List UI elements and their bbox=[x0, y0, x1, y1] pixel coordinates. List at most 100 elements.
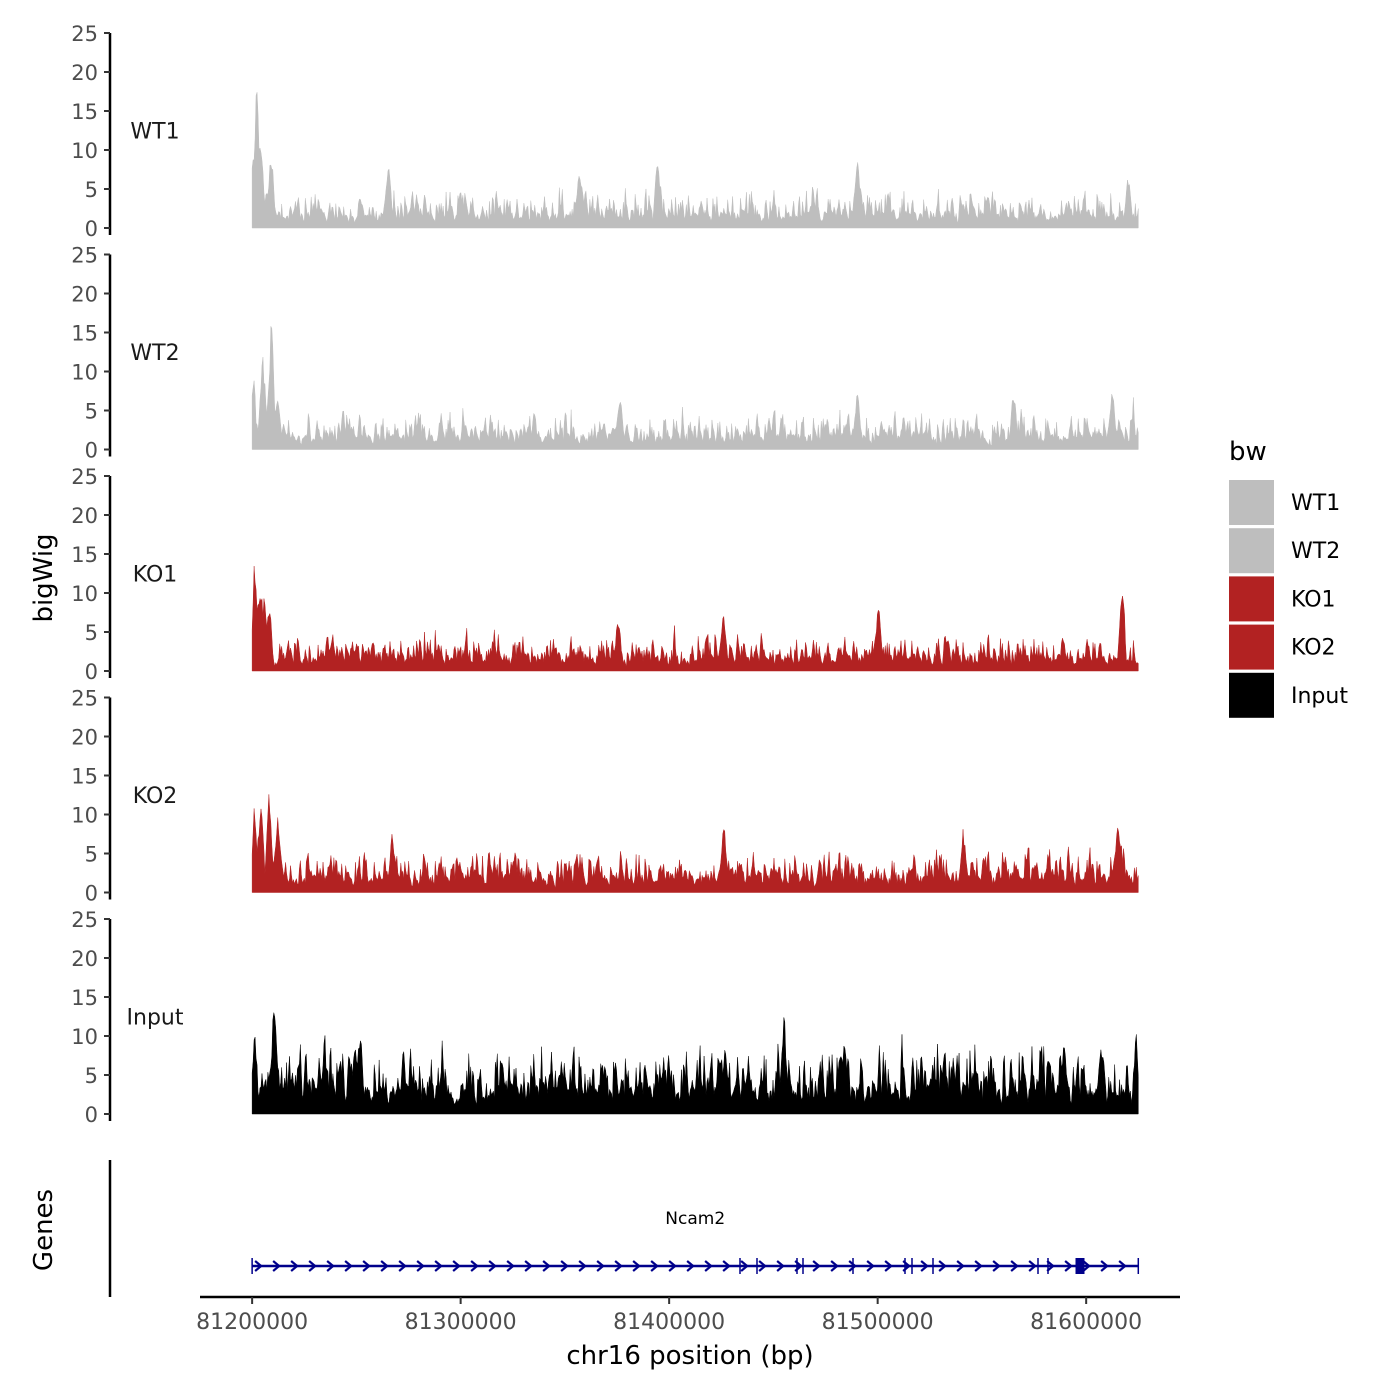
legend-swatch bbox=[1229, 480, 1274, 525]
legend-label: KO1 bbox=[1291, 587, 1336, 612]
strand-arrow bbox=[722, 1260, 731, 1272]
legend-item-ko1: KO1 bbox=[1229, 576, 1336, 622]
track-ko1: 0 5 10 15 20 25 KO1 bbox=[71, 465, 1139, 684]
track-wt2: 0 5 10 15 20 25 WT2 bbox=[71, 244, 1139, 463]
y-tick-label: 10 bbox=[71, 582, 98, 606]
strand-arrow bbox=[506, 1260, 515, 1272]
coverage-area-ko2 bbox=[251, 794, 1139, 893]
y-tick-label: 0 bbox=[85, 660, 98, 684]
strand-arrow bbox=[956, 1260, 965, 1272]
strand-arrow bbox=[380, 1260, 389, 1272]
y-tick-label: 10 bbox=[71, 1025, 98, 1049]
strand-arrow bbox=[740, 1260, 749, 1272]
strand-arrow bbox=[650, 1260, 659, 1272]
gene-ncam2: Ncam2 bbox=[251, 1209, 1140, 1274]
y-tick-label: 5 bbox=[85, 1064, 98, 1088]
track-wt1: 0 5 10 15 20 25 WT1 bbox=[71, 22, 1139, 241]
strand-arrow bbox=[776, 1260, 785, 1272]
strand-arrow bbox=[398, 1260, 407, 1272]
track-label: WT1 bbox=[130, 120, 179, 145]
strand-arrow bbox=[272, 1260, 281, 1272]
y-tick-label: 0 bbox=[85, 439, 98, 463]
legend-label: KO2 bbox=[1291, 636, 1336, 661]
y-tick-label: 15 bbox=[71, 543, 98, 567]
legend-swatch bbox=[1229, 624, 1274, 670]
y-tick-label: 15 bbox=[71, 765, 98, 789]
strand-arrow bbox=[974, 1260, 983, 1272]
strand-arrow bbox=[668, 1260, 677, 1272]
x-tick-label: 81600000 bbox=[1030, 1310, 1142, 1335]
strand-arrow bbox=[488, 1260, 497, 1272]
strand-arrow bbox=[362, 1260, 371, 1272]
legend-item-wt1: WT1 bbox=[1229, 480, 1340, 525]
legend-label: WT1 bbox=[1291, 491, 1340, 516]
strand-arrow bbox=[452, 1260, 461, 1272]
gene-label: Ncam2 bbox=[665, 1209, 725, 1229]
strand-arrow bbox=[254, 1260, 263, 1272]
track-label: KO1 bbox=[133, 563, 178, 588]
y-axis-title: bigWig bbox=[29, 533, 59, 622]
coverage-area-ko1 bbox=[251, 566, 1139, 672]
coverage-area-wt1 bbox=[251, 92, 1139, 229]
x-axis: 81200000 81300000 81400000 81500000 81600000 bbox=[196, 1295, 1180, 1335]
legend-title: bw bbox=[1229, 437, 1267, 467]
x-axis-title: chr16 position (bp) bbox=[566, 1341, 813, 1371]
strand-arrow bbox=[758, 1260, 767, 1272]
strand-arrow bbox=[560, 1260, 569, 1272]
strand-arrow bbox=[308, 1260, 317, 1272]
strand-arrow bbox=[614, 1260, 623, 1272]
y-tick-label: 10 bbox=[71, 804, 98, 828]
strand-arrow bbox=[848, 1260, 857, 1272]
y-tick-label: 20 bbox=[71, 283, 98, 307]
genes-track-title: Genes bbox=[29, 1189, 59, 1271]
strand-arrow bbox=[326, 1260, 335, 1272]
legend-label: Input bbox=[1291, 684, 1348, 709]
strand-arrow bbox=[920, 1260, 929, 1272]
y-tick-label: 0 bbox=[85, 217, 98, 241]
strand-arrow bbox=[830, 1260, 839, 1272]
y-tick-label: 20 bbox=[71, 726, 98, 750]
strand-arrow bbox=[1118, 1260, 1127, 1272]
x-tick-label: 81400000 bbox=[613, 1310, 725, 1335]
strand-arrow bbox=[812, 1260, 821, 1272]
strand-arrow bbox=[344, 1260, 353, 1272]
tracks-layer: 0510152025WT10510152025WT20510152025KO10… bbox=[71, 22, 1139, 1127]
strand-arrow bbox=[1064, 1260, 1073, 1272]
strand-arrow bbox=[542, 1260, 551, 1272]
legend-label: WT2 bbox=[1291, 539, 1340, 564]
x-tick-label: 81500000 bbox=[822, 1310, 934, 1335]
strand-arrow bbox=[866, 1260, 875, 1272]
coverage-area-input bbox=[251, 1012, 1139, 1115]
genes-track: Ncam2 bbox=[108, 1160, 1140, 1297]
y-tick-label: 25 bbox=[71, 22, 98, 46]
y-tick-label: 25 bbox=[71, 244, 98, 268]
y-tick-label: 10 bbox=[71, 361, 98, 385]
y-tick-label: 15 bbox=[71, 100, 98, 124]
strand-arrow bbox=[992, 1260, 1001, 1272]
legend-item-wt2: WT2 bbox=[1229, 528, 1340, 574]
strand-arrow bbox=[1028, 1260, 1037, 1272]
strand-arrow bbox=[290, 1260, 299, 1272]
strand-arrow bbox=[434, 1260, 443, 1272]
y-tick-label: 25 bbox=[71, 687, 98, 711]
y-tick-label: 5 bbox=[85, 621, 98, 645]
track-label: Input bbox=[127, 1006, 184, 1031]
strand-arrow bbox=[632, 1260, 641, 1272]
strand-arrow bbox=[470, 1260, 479, 1272]
y-tick-label: 20 bbox=[71, 61, 98, 85]
strand-arrow bbox=[938, 1260, 947, 1272]
strand-arrow bbox=[1082, 1260, 1091, 1272]
y-tick-label: 10 bbox=[71, 139, 98, 163]
x-tick-label: 81200000 bbox=[196, 1310, 308, 1335]
y-tick-label: 25 bbox=[71, 908, 98, 932]
y-tick-label: 0 bbox=[85, 882, 98, 906]
y-tick-label: 20 bbox=[71, 504, 98, 528]
legend-item-ko2: KO2 bbox=[1229, 624, 1336, 670]
strand-arrow bbox=[1100, 1260, 1109, 1272]
strand-arrow bbox=[884, 1260, 893, 1272]
y-tick-label: 20 bbox=[71, 947, 98, 971]
y-tick-label: 5 bbox=[85, 843, 98, 867]
legend-swatch bbox=[1229, 528, 1274, 574]
strand-arrow bbox=[686, 1260, 695, 1272]
strand-arrow bbox=[1010, 1260, 1019, 1272]
